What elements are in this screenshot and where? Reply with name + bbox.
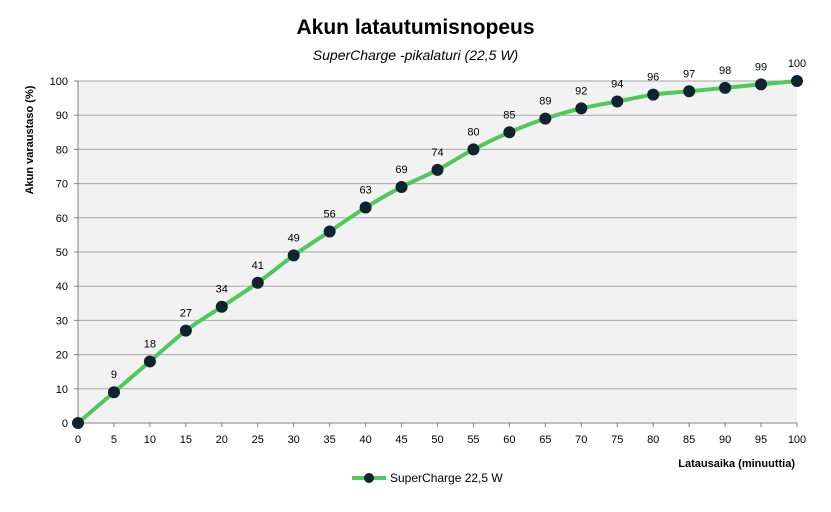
data-label: 89 (539, 96, 551, 108)
data-point (72, 417, 84, 429)
data-label: 92 (575, 85, 587, 97)
data-point (143, 355, 156, 368)
data-point (323, 225, 336, 238)
data-label: 63 (359, 185, 371, 197)
data-point (503, 126, 516, 139)
x-tick-label: 100 (788, 434, 806, 446)
x-tick-label: 40 (359, 434, 371, 446)
data-point (395, 181, 408, 194)
data-point (683, 85, 696, 98)
x-tick-label: 80 (647, 434, 659, 446)
data-point (539, 112, 552, 125)
data-point (467, 143, 480, 156)
data-point (431, 163, 444, 176)
x-tick-label: 15 (180, 434, 192, 446)
data-label: 9 (111, 369, 117, 381)
x-tick-label: 70 (575, 434, 587, 446)
y-tick-label: 90 (56, 110, 68, 122)
y-tick-label: 100 (50, 76, 68, 88)
y-tick-label: 30 (56, 315, 68, 327)
data-label: 34 (216, 284, 228, 296)
data-label: 99 (755, 61, 767, 73)
data-label: 41 (252, 260, 264, 272)
data-label: 100 (788, 58, 806, 70)
x-tick-label: 45 (395, 434, 407, 446)
data-label: 98 (719, 65, 731, 77)
data-label: 80 (467, 126, 479, 138)
data-label: 94 (611, 79, 623, 91)
x-tick-label: 20 (216, 434, 228, 446)
x-tick-label: 30 (288, 434, 300, 446)
data-point (791, 75, 803, 87)
data-label: 18 (144, 338, 156, 350)
data-point (611, 95, 624, 108)
data-point (107, 386, 120, 399)
data-label: 56 (324, 208, 336, 220)
data-label: 49 (288, 232, 300, 244)
x-tick-label: 65 (539, 434, 551, 446)
x-tick-label: 25 (252, 434, 264, 446)
data-point (359, 201, 372, 214)
legend-swatch (352, 470, 386, 486)
data-label: 69 (395, 164, 407, 176)
data-point (215, 300, 228, 313)
chart-subtitle: SuperCharge -pikalaturi (22,5 W) (312, 47, 519, 63)
x-tick-label: 60 (503, 434, 515, 446)
y-tick-label: 0 (62, 418, 68, 430)
y-tick-label: 40 (56, 281, 68, 293)
legend-label: SuperCharge 22,5 W (390, 471, 503, 485)
x-tick-label: 75 (611, 434, 623, 446)
y-tick-label: 50 (56, 247, 68, 259)
y-tick-label: 80 (56, 144, 68, 156)
data-point (287, 249, 300, 262)
x-tick-label: 10 (144, 434, 156, 446)
x-tick-label: 50 (431, 434, 443, 446)
data-label: 96 (647, 72, 659, 84)
y-tick-label: 60 (56, 213, 68, 225)
y-tick-label: 10 (56, 384, 68, 396)
x-tick-label: 85 (683, 434, 695, 446)
data-label: 85 (503, 109, 515, 121)
data-label: 74 (431, 147, 443, 159)
x-axis-label: Latausaika (minuuttia) (678, 458, 795, 470)
x-tick-label: 35 (324, 434, 336, 446)
data-label: 97 (683, 68, 695, 80)
x-tick-label: 90 (719, 434, 731, 446)
y-tick-label: 70 (56, 179, 68, 191)
x-tick-label: 5 (111, 434, 117, 446)
x-tick-label: 95 (755, 434, 767, 446)
x-tick-label: 55 (467, 434, 479, 446)
data-point (647, 88, 660, 101)
data-point (179, 324, 192, 337)
data-point (719, 81, 732, 94)
x-tick-label: 0 (75, 434, 81, 446)
y-tick-label: 20 (56, 350, 68, 362)
chart-title: Akun latautumisnopeus (296, 16, 535, 39)
data-point (251, 276, 264, 289)
data-point (575, 102, 588, 115)
data-point (755, 78, 768, 91)
legend: SuperCharge 22,5 W (352, 470, 503, 486)
data-label: 27 (180, 308, 192, 320)
